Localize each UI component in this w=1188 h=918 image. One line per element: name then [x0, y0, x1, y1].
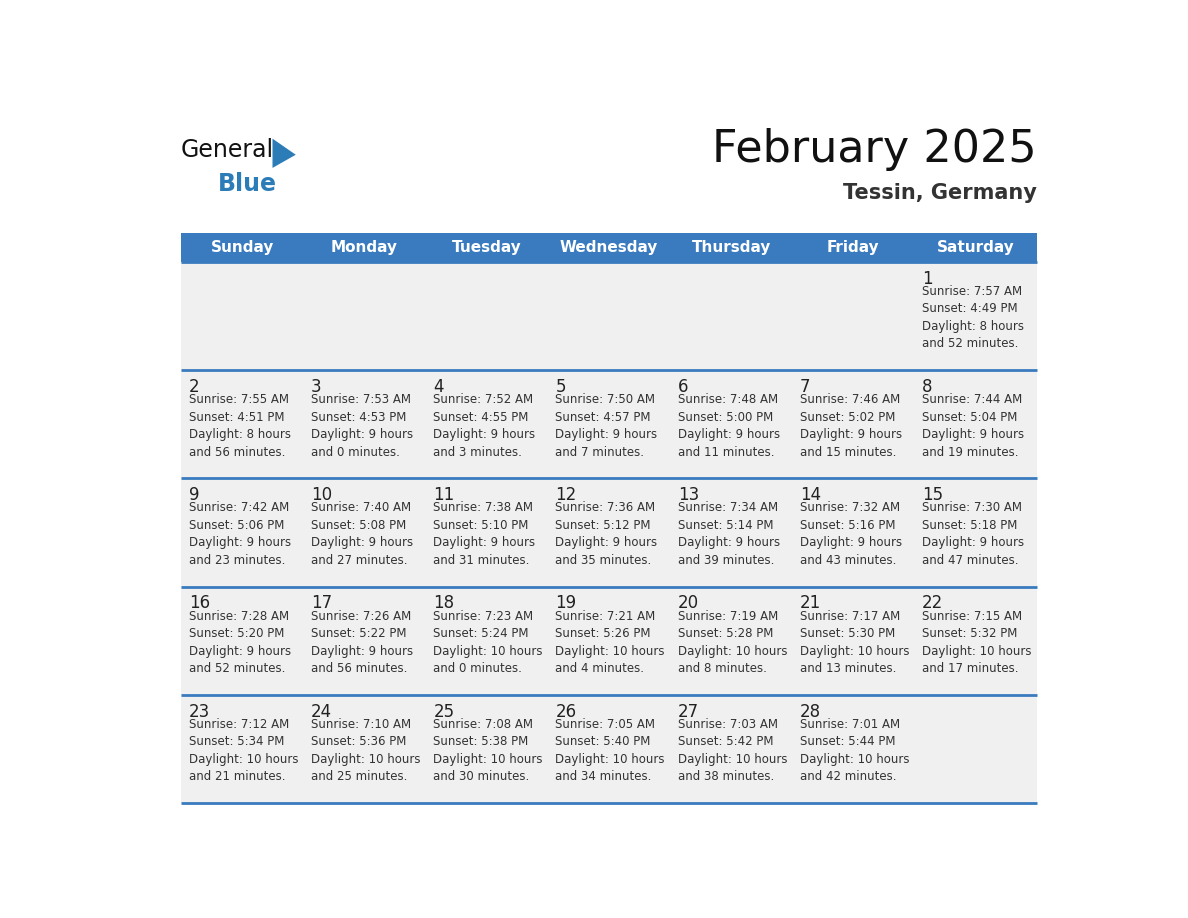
Text: Sunrise: 7:03 AM
Sunset: 5:42 PM
Daylight: 10 hours
and 38 minutes.: Sunrise: 7:03 AM Sunset: 5:42 PM Dayligh… — [677, 718, 788, 783]
Text: 28: 28 — [800, 702, 821, 721]
Text: Sunrise: 7:38 AM
Sunset: 5:10 PM
Daylight: 9 hours
and 31 minutes.: Sunrise: 7:38 AM Sunset: 5:10 PM Dayligh… — [434, 501, 536, 567]
Text: Sunrise: 7:05 AM
Sunset: 5:40 PM
Daylight: 10 hours
and 34 minutes.: Sunrise: 7:05 AM Sunset: 5:40 PM Dayligh… — [556, 718, 665, 783]
Text: Sunrise: 7:48 AM
Sunset: 5:00 PM
Daylight: 9 hours
and 11 minutes.: Sunrise: 7:48 AM Sunset: 5:00 PM Dayligh… — [677, 393, 779, 459]
Text: Sunrise: 7:26 AM
Sunset: 5:22 PM
Daylight: 9 hours
and 56 minutes.: Sunrise: 7:26 AM Sunset: 5:22 PM Dayligh… — [311, 610, 413, 676]
Text: 22: 22 — [922, 594, 943, 612]
Text: 3: 3 — [311, 378, 322, 396]
Text: 14: 14 — [800, 486, 821, 504]
Text: Sunrise: 7:01 AM
Sunset: 5:44 PM
Daylight: 10 hours
and 42 minutes.: Sunrise: 7:01 AM Sunset: 5:44 PM Dayligh… — [800, 718, 910, 783]
Text: Sunrise: 7:40 AM
Sunset: 5:08 PM
Daylight: 9 hours
and 27 minutes.: Sunrise: 7:40 AM Sunset: 5:08 PM Dayligh… — [311, 501, 413, 567]
Text: Sunrise: 7:21 AM
Sunset: 5:26 PM
Daylight: 10 hours
and 4 minutes.: Sunrise: 7:21 AM Sunset: 5:26 PM Dayligh… — [556, 610, 665, 676]
Bar — [181, 370, 1037, 478]
Text: 13: 13 — [677, 486, 699, 504]
Text: Tuesday: Tuesday — [451, 241, 522, 255]
Text: Sunrise: 7:08 AM
Sunset: 5:38 PM
Daylight: 10 hours
and 30 minutes.: Sunrise: 7:08 AM Sunset: 5:38 PM Dayligh… — [434, 718, 543, 783]
Text: Monday: Monday — [331, 241, 398, 255]
Text: Friday: Friday — [827, 241, 879, 255]
Text: Sunrise: 7:34 AM
Sunset: 5:14 PM
Daylight: 9 hours
and 39 minutes.: Sunrise: 7:34 AM Sunset: 5:14 PM Dayligh… — [677, 501, 779, 567]
Text: 18: 18 — [434, 594, 454, 612]
Text: Sunrise: 7:50 AM
Sunset: 4:57 PM
Daylight: 9 hours
and 7 minutes.: Sunrise: 7:50 AM Sunset: 4:57 PM Dayligh… — [556, 393, 658, 459]
Text: 23: 23 — [189, 702, 210, 721]
Bar — [181, 233, 1037, 262]
Text: Saturday: Saturday — [936, 241, 1015, 255]
Bar — [181, 478, 1037, 587]
Text: 27: 27 — [677, 702, 699, 721]
Text: Sunday: Sunday — [210, 241, 274, 255]
Text: 6: 6 — [677, 378, 688, 396]
Text: Sunrise: 7:23 AM
Sunset: 5:24 PM
Daylight: 10 hours
and 0 minutes.: Sunrise: 7:23 AM Sunset: 5:24 PM Dayligh… — [434, 610, 543, 676]
Text: 17: 17 — [311, 594, 333, 612]
Text: 5: 5 — [556, 378, 565, 396]
Bar — [181, 587, 1037, 695]
Bar — [181, 262, 1037, 370]
Text: Sunrise: 7:36 AM
Sunset: 5:12 PM
Daylight: 9 hours
and 35 minutes.: Sunrise: 7:36 AM Sunset: 5:12 PM Dayligh… — [556, 501, 658, 567]
Text: 24: 24 — [311, 702, 333, 721]
Text: General: General — [181, 138, 274, 162]
Text: 20: 20 — [677, 594, 699, 612]
Text: 2: 2 — [189, 378, 200, 396]
Text: 21: 21 — [800, 594, 821, 612]
Text: 16: 16 — [189, 594, 210, 612]
Text: 10: 10 — [311, 486, 333, 504]
Text: Sunrise: 7:44 AM
Sunset: 5:04 PM
Daylight: 9 hours
and 19 minutes.: Sunrise: 7:44 AM Sunset: 5:04 PM Dayligh… — [922, 393, 1024, 459]
Text: Sunrise: 7:17 AM
Sunset: 5:30 PM
Daylight: 10 hours
and 13 minutes.: Sunrise: 7:17 AM Sunset: 5:30 PM Dayligh… — [800, 610, 910, 676]
Text: February 2025: February 2025 — [712, 128, 1037, 171]
Text: Sunrise: 7:42 AM
Sunset: 5:06 PM
Daylight: 9 hours
and 23 minutes.: Sunrise: 7:42 AM Sunset: 5:06 PM Dayligh… — [189, 501, 291, 567]
Text: Sunrise: 7:10 AM
Sunset: 5:36 PM
Daylight: 10 hours
and 25 minutes.: Sunrise: 7:10 AM Sunset: 5:36 PM Dayligh… — [311, 718, 421, 783]
Bar — [181, 695, 1037, 803]
Text: Tessin, Germany: Tessin, Germany — [842, 184, 1037, 203]
Text: Sunrise: 7:19 AM
Sunset: 5:28 PM
Daylight: 10 hours
and 8 minutes.: Sunrise: 7:19 AM Sunset: 5:28 PM Dayligh… — [677, 610, 788, 676]
Text: Blue: Blue — [217, 172, 277, 196]
Polygon shape — [272, 139, 296, 168]
Text: Sunrise: 7:12 AM
Sunset: 5:34 PM
Daylight: 10 hours
and 21 minutes.: Sunrise: 7:12 AM Sunset: 5:34 PM Dayligh… — [189, 718, 298, 783]
Text: 26: 26 — [556, 702, 576, 721]
Text: Sunrise: 7:57 AM
Sunset: 4:49 PM
Daylight: 8 hours
and 52 minutes.: Sunrise: 7:57 AM Sunset: 4:49 PM Dayligh… — [922, 285, 1024, 351]
Text: Sunrise: 7:55 AM
Sunset: 4:51 PM
Daylight: 8 hours
and 56 minutes.: Sunrise: 7:55 AM Sunset: 4:51 PM Dayligh… — [189, 393, 291, 459]
Text: Sunrise: 7:30 AM
Sunset: 5:18 PM
Daylight: 9 hours
and 47 minutes.: Sunrise: 7:30 AM Sunset: 5:18 PM Dayligh… — [922, 501, 1024, 567]
Text: 15: 15 — [922, 486, 943, 504]
Text: Sunrise: 7:28 AM
Sunset: 5:20 PM
Daylight: 9 hours
and 52 minutes.: Sunrise: 7:28 AM Sunset: 5:20 PM Dayligh… — [189, 610, 291, 676]
Text: 12: 12 — [556, 486, 576, 504]
Text: Sunrise: 7:15 AM
Sunset: 5:32 PM
Daylight: 10 hours
and 17 minutes.: Sunrise: 7:15 AM Sunset: 5:32 PM Dayligh… — [922, 610, 1031, 676]
Text: 4: 4 — [434, 378, 444, 396]
Text: 19: 19 — [556, 594, 576, 612]
Text: Sunrise: 7:53 AM
Sunset: 4:53 PM
Daylight: 9 hours
and 0 minutes.: Sunrise: 7:53 AM Sunset: 4:53 PM Dayligh… — [311, 393, 413, 459]
Text: Sunrise: 7:32 AM
Sunset: 5:16 PM
Daylight: 9 hours
and 43 minutes.: Sunrise: 7:32 AM Sunset: 5:16 PM Dayligh… — [800, 501, 902, 567]
Text: 7: 7 — [800, 378, 810, 396]
Text: Wednesday: Wednesday — [560, 241, 658, 255]
Text: Sunrise: 7:46 AM
Sunset: 5:02 PM
Daylight: 9 hours
and 15 minutes.: Sunrise: 7:46 AM Sunset: 5:02 PM Dayligh… — [800, 393, 902, 459]
Text: 9: 9 — [189, 486, 200, 504]
Text: Thursday: Thursday — [691, 241, 771, 255]
Text: 11: 11 — [434, 486, 455, 504]
Text: 8: 8 — [922, 378, 933, 396]
Text: 25: 25 — [434, 702, 454, 721]
Text: 1: 1 — [922, 270, 933, 287]
Text: Sunrise: 7:52 AM
Sunset: 4:55 PM
Daylight: 9 hours
and 3 minutes.: Sunrise: 7:52 AM Sunset: 4:55 PM Dayligh… — [434, 393, 536, 459]
